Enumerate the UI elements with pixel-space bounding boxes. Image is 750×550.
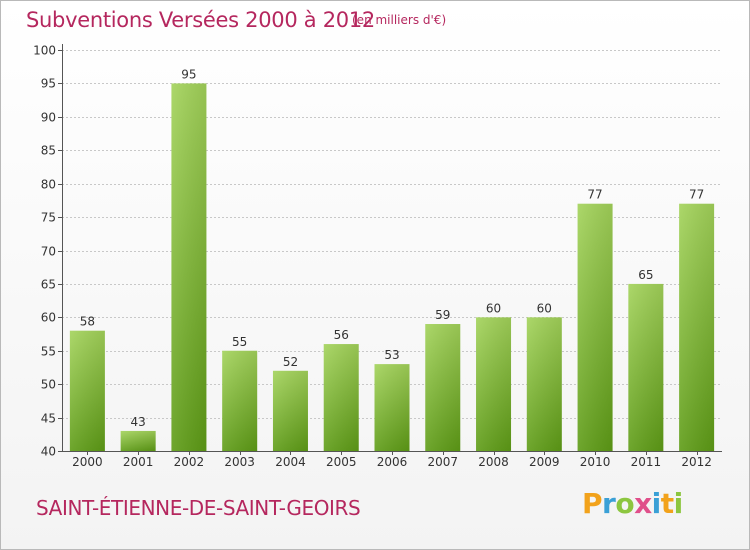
x-tick-label: 2005 (326, 455, 357, 469)
logo-letter: i (673, 487, 684, 520)
bar-shade (374, 364, 410, 451)
bar-shade (628, 283, 664, 451)
chart-title: Subventions Versées 2000 à 2012 (26, 8, 375, 32)
bar-shade (171, 83, 207, 452)
bar-shade (577, 203, 613, 451)
logo-letter: x (634, 487, 652, 520)
logo-letter: o (615, 487, 635, 520)
bar-value-label: 65 (638, 268, 653, 282)
axes: 40 45 50 55 60 65 70 75 80 85 90 95 100 2000 2001 2002 2… (33, 44, 722, 469)
x-tick-label: 2002 (174, 455, 205, 469)
y-tick-label: 80 (41, 178, 56, 192)
bars: 58 43 95 55 52 56 53 59 60 60 77 65 77 (69, 67, 715, 452)
bar-shade (323, 344, 359, 451)
x-tick-label: 2010 (580, 455, 611, 469)
bar-shade (476, 317, 512, 451)
y-tick-label: 75 (41, 211, 56, 225)
x-tick-label: 2012 (681, 455, 712, 469)
bar-value-label: 53 (384, 348, 399, 362)
bar-shade (526, 317, 562, 451)
bar-value-label: 52 (283, 355, 298, 369)
y-tick-label: 50 (41, 378, 56, 392)
logo-letter: P (582, 487, 603, 520)
bar-value-label: 56 (334, 328, 349, 342)
bar-value-label: 60 (486, 301, 501, 315)
x-tick-label: 2001 (123, 455, 154, 469)
y-tick-label: 55 (41, 345, 56, 359)
y-tick-label: 65 (41, 278, 56, 292)
x-tick-label: 2006 (377, 455, 408, 469)
bar-value-label: 59 (435, 308, 450, 322)
grid-lines (62, 50, 722, 419)
y-tick-label: 85 (41, 144, 56, 158)
logo-letter: i (651, 487, 662, 520)
bar-value-label: 58 (80, 315, 95, 329)
bar-shade (222, 350, 258, 451)
bar-shade (272, 370, 308, 451)
x-tick-label: 2007 (427, 455, 458, 469)
y-tick-label: 60 (41, 311, 56, 325)
bar-shade (679, 203, 715, 451)
x-tick-label: 2004 (275, 455, 306, 469)
bar-value-label: 77 (689, 188, 704, 202)
bar-value-label: 95 (181, 67, 196, 81)
x-tick-label: 2008 (478, 455, 509, 469)
bar-shade (69, 330, 105, 451)
x-tick-label: 2000 (72, 455, 103, 469)
y-tick-label: 40 (41, 445, 56, 459)
x-tick-label: 2011 (631, 455, 662, 469)
y-tick-label: 95 (41, 77, 56, 91)
x-tick-label: 2009 (529, 455, 560, 469)
bar-value-label: 55 (232, 335, 247, 349)
commune-name: SAINT-ÉTIENNE-DE-SAINT-GEOIRS (36, 496, 361, 520)
bar-value-label: 60 (537, 301, 552, 315)
bar-shade (425, 324, 461, 451)
bar-value-label: 77 (587, 188, 602, 202)
x-tick-label: 2003 (224, 455, 255, 469)
bar-value-label: 43 (131, 415, 146, 429)
chart-unit-label: (en milliers d'€) (352, 13, 447, 27)
y-tick-label: 45 (41, 412, 56, 426)
y-tick-label: 100 (33, 44, 56, 58)
bar-shade (120, 430, 156, 451)
proxiti-logo: Proxiti (582, 487, 683, 520)
logo-letter: r (602, 487, 616, 520)
y-tick-label: 70 (41, 245, 56, 259)
y-tick-label: 90 (41, 111, 56, 125)
logo-letter: t (660, 487, 674, 520)
